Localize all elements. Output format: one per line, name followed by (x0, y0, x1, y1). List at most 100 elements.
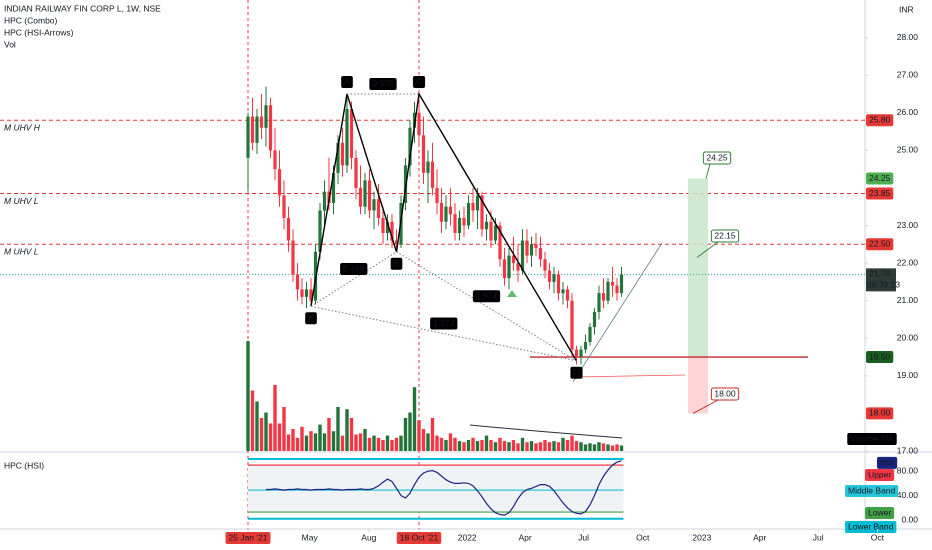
hsi-tick-label: 40.00 (897, 490, 919, 500)
y-tick-label: 26.00 (897, 107, 919, 117)
level-price-label: 22.50 (869, 239, 891, 249)
target-arrow (705, 163, 711, 179)
candle-body (277, 169, 282, 196)
target-price-label-box (866, 407, 894, 420)
x-tick-label: May (302, 532, 319, 542)
volume-bar (300, 426, 304, 451)
volume-bar (408, 412, 412, 451)
pattern-point-label: A (344, 76, 350, 86)
volume-bar (466, 440, 471, 451)
chart-title: INDIAN RAILWAY FIN CORP L, 1W, NSE (4, 3, 161, 13)
y-tick-label: 28.00 (897, 32, 919, 42)
trend-line (572, 242, 663, 383)
volume-bar (354, 434, 358, 451)
ratio-label: 1.274 (433, 318, 455, 328)
candle-body (516, 263, 520, 271)
volume-bar (282, 407, 286, 451)
candle-body (525, 240, 529, 256)
candle-body (615, 285, 619, 294)
candle-body (408, 127, 412, 166)
level-price-label: 23.85 (869, 188, 891, 198)
y-tick-label: 27.00 (897, 69, 919, 79)
candle-body (448, 206, 453, 215)
candle-body (282, 195, 286, 218)
volume-ma-label: Volume MA (850, 433, 894, 443)
volume-bar (259, 418, 264, 451)
volume-bar (363, 429, 367, 451)
candle-body (588, 326, 592, 343)
volume-bar (376, 437, 381, 451)
candle-body (439, 202, 444, 222)
ratio-label-box (369, 77, 397, 90)
y-tick-label: 17.00 (897, 445, 919, 455)
x-tick-label: Jul (813, 532, 824, 542)
loss-zone (688, 357, 708, 414)
candle-body (534, 244, 538, 249)
hsi-band-label-box (865, 469, 895, 481)
candle-body (466, 202, 471, 226)
volume-bar (372, 435, 376, 451)
volume-bar (565, 440, 570, 451)
y-tick-label: 22.00 (897, 257, 919, 267)
pattern-point-label: B (394, 258, 400, 268)
hsi-band-label-box (845, 521, 897, 533)
candle-body (394, 240, 399, 245)
level-price-label: 25.80 (869, 115, 891, 125)
last-price-label: 21.70 (869, 269, 891, 279)
y-tick-label: 20.00 (897, 333, 919, 343)
target-label-box (702, 151, 732, 165)
x-tick-label: Aug (361, 532, 376, 542)
volume-ma-line (469, 424, 623, 439)
volume-bar (583, 444, 588, 451)
candle-body (331, 172, 336, 203)
candle-body (511, 255, 516, 264)
hsi-band-label: Middle Band (848, 485, 896, 495)
ratio-line (310, 251, 397, 307)
volume-bar (417, 420, 421, 451)
volume-bar (291, 429, 295, 451)
candle-body (489, 221, 493, 241)
candle-body (372, 199, 376, 211)
candle-body (592, 311, 597, 327)
candle-body (354, 157, 358, 188)
x-tick-label: 25 Jan '21 (229, 532, 268, 542)
volume-bar (471, 437, 475, 451)
target-label-box (710, 229, 740, 243)
target-arrow (692, 399, 719, 414)
candle-body (583, 342, 588, 350)
volume-bar (516, 443, 520, 451)
volume-bar (457, 441, 462, 451)
ratio-label-box (340, 263, 368, 276)
volume-bar (264, 412, 268, 451)
volume-ma-label-box (847, 433, 897, 445)
volume-bar (331, 431, 336, 451)
candle-body (552, 274, 556, 282)
hsi-legend: HSI (880, 457, 894, 467)
pattern-point-label: X (308, 313, 314, 323)
candle-body (304, 289, 309, 297)
level-price-label-box (866, 114, 894, 127)
indicator-label: HPC (HSI-Arrows) (4, 27, 74, 37)
volume-bar (606, 444, 610, 451)
x-tick-label: Apr (753, 532, 766, 542)
volume-bar (511, 440, 516, 451)
hsi-tick-label: 0.00 (901, 514, 918, 524)
volume-bar (345, 409, 349, 451)
indicator-label: Vol (4, 39, 16, 49)
volume-bar (529, 441, 534, 451)
level-price-label-box (866, 187, 894, 200)
volume-bar (367, 437, 372, 451)
x-tick-label: 2022 (458, 532, 477, 542)
hsi-band-label: Lower (868, 507, 891, 517)
candle-body (597, 293, 601, 312)
pattern-point-label-box (570, 366, 583, 379)
volume-bar (552, 441, 556, 451)
candle-body (565, 289, 570, 301)
volume-bar (534, 443, 538, 451)
volume-bar (286, 434, 291, 451)
y-tick-label: 23.00 (897, 220, 919, 230)
ratio-label: 0.975 (372, 78, 394, 88)
volume-bar (480, 440, 484, 451)
hsi-band-label: Upper (868, 469, 891, 479)
candle-body (273, 150, 277, 170)
